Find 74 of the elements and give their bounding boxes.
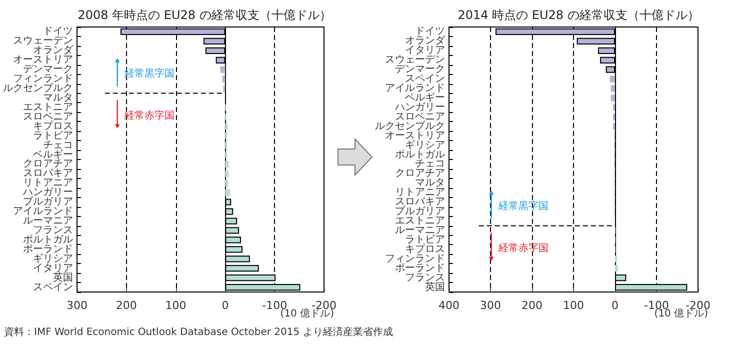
bar [610, 85, 615, 92]
y-tick-label: エストニア [23, 102, 73, 113]
x-tick-label: 300 [66, 299, 88, 312]
x-tick-label: 0 [612, 299, 618, 312]
y-tick-label: ルーマニア [395, 224, 445, 236]
bar [222, 76, 226, 82]
y-tick-label: オーストリア [385, 130, 445, 142]
y-tick-label: チェコ [43, 140, 73, 151]
y-tick-label: 英国 [53, 271, 73, 284]
y-tick-label: ハンガリー [394, 102, 445, 113]
x-tick-label: 100 [563, 299, 584, 312]
y-tick-label: ルクセンブルク [3, 82, 73, 94]
y-tick-label: エストニア [395, 216, 445, 227]
x-tick-label: 100 [165, 299, 186, 312]
y-tick-label: フランス [33, 224, 73, 236]
y-tick-label: キプロス [405, 242, 445, 255]
x-tick-label: 0 [222, 299, 229, 312]
bar [225, 180, 228, 186]
x-tick-label: 200 [116, 299, 137, 312]
y-tick-label: ギリシア [405, 138, 445, 151]
text: 資料：IMF World Economic Outlook Database October 2015 より経済産業省作成 [4, 326, 393, 339]
x-tick-label: 400 [438, 299, 460, 312]
bar [225, 123, 228, 130]
y-tick-label: ラトビア [33, 130, 73, 142]
y-tick-label: ドイツ [43, 26, 73, 38]
chart-title: 2008 年時点の EU28 の経常収支（十億ドル） [78, 8, 332, 22]
y-tick-label: オランダ [405, 34, 446, 47]
y-tick-label: フィンランド [385, 253, 445, 264]
y-tick-label: ベルギー [33, 148, 73, 160]
y-tick-label: マルタ [415, 178, 445, 189]
y-tick-label: ポルトガル [395, 149, 445, 160]
x-tick-label: 300 [480, 299, 501, 312]
y-tick-label: ポーランド [23, 244, 73, 255]
y-tick-label: ブルガリア [395, 205, 445, 218]
bar [615, 265, 618, 272]
bar [225, 170, 229, 178]
annotation: 経常赤字国 [123, 109, 174, 122]
x-tick-label: 200 [522, 299, 542, 312]
y-tick-label: イタリア [405, 45, 445, 56]
y-tick-label: スロベニア [395, 111, 445, 122]
y-tick-label: リトアニア [395, 187, 445, 198]
y-tick-label: ギリシア [33, 252, 73, 264]
y-tick-label: オーストリア [13, 54, 73, 66]
chart-title: 2014 時点の EU28 の経常収支（十億ドル） [458, 8, 700, 22]
y-tick-label: チェコ [415, 158, 445, 170]
x-axis-title: (10 億ドル) [654, 308, 708, 320]
y-tick-label: デンマーク [23, 64, 73, 76]
bar [225, 189, 230, 196]
annotation: 経常赤字国 [497, 242, 548, 254]
y-tick-label: イタリア [33, 262, 73, 274]
y-tick-label: スペイン [405, 74, 445, 85]
y-tick-label: スロバキア [23, 168, 73, 180]
y-tick-label: ブルガリア [23, 196, 73, 208]
annotation: 経常黒字国 [123, 67, 174, 80]
y-tick-label: ポーランド [395, 262, 445, 274]
y-tick-label: アイルランド [13, 206, 73, 218]
y-tick-label: スウェーデン [385, 54, 445, 66]
y-tick-label: オランダ [33, 44, 74, 56]
bar [610, 94, 615, 102]
y-tick-label: キプロス [33, 120, 73, 132]
y-tick-label: マルタ [43, 92, 73, 104]
y-tick-label: デンマーク [395, 64, 445, 76]
y-tick-label: スペイン [33, 282, 73, 293]
annotation: 経常黒字国 [497, 200, 548, 212]
y-tick-label: 英国 [425, 280, 445, 293]
y-tick-label: ベルギー [405, 91, 445, 104]
bar [610, 76, 615, 82]
bar [225, 160, 229, 168]
y-tick-label: ルーマニア [23, 216, 73, 227]
y-tick-label: ルクセンブルク [375, 120, 445, 132]
y-tick-label: クロアチア [395, 168, 445, 180]
y-tick-label: ポルトガル [23, 234, 73, 246]
y-tick-label: リトアニア [23, 178, 73, 189]
y-tick-label: クロアチア [23, 158, 73, 170]
